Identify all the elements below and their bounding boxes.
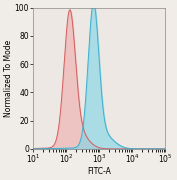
X-axis label: FITC-A: FITC-A bbox=[87, 167, 111, 176]
Y-axis label: Normalized To Mode: Normalized To Mode bbox=[4, 40, 13, 117]
